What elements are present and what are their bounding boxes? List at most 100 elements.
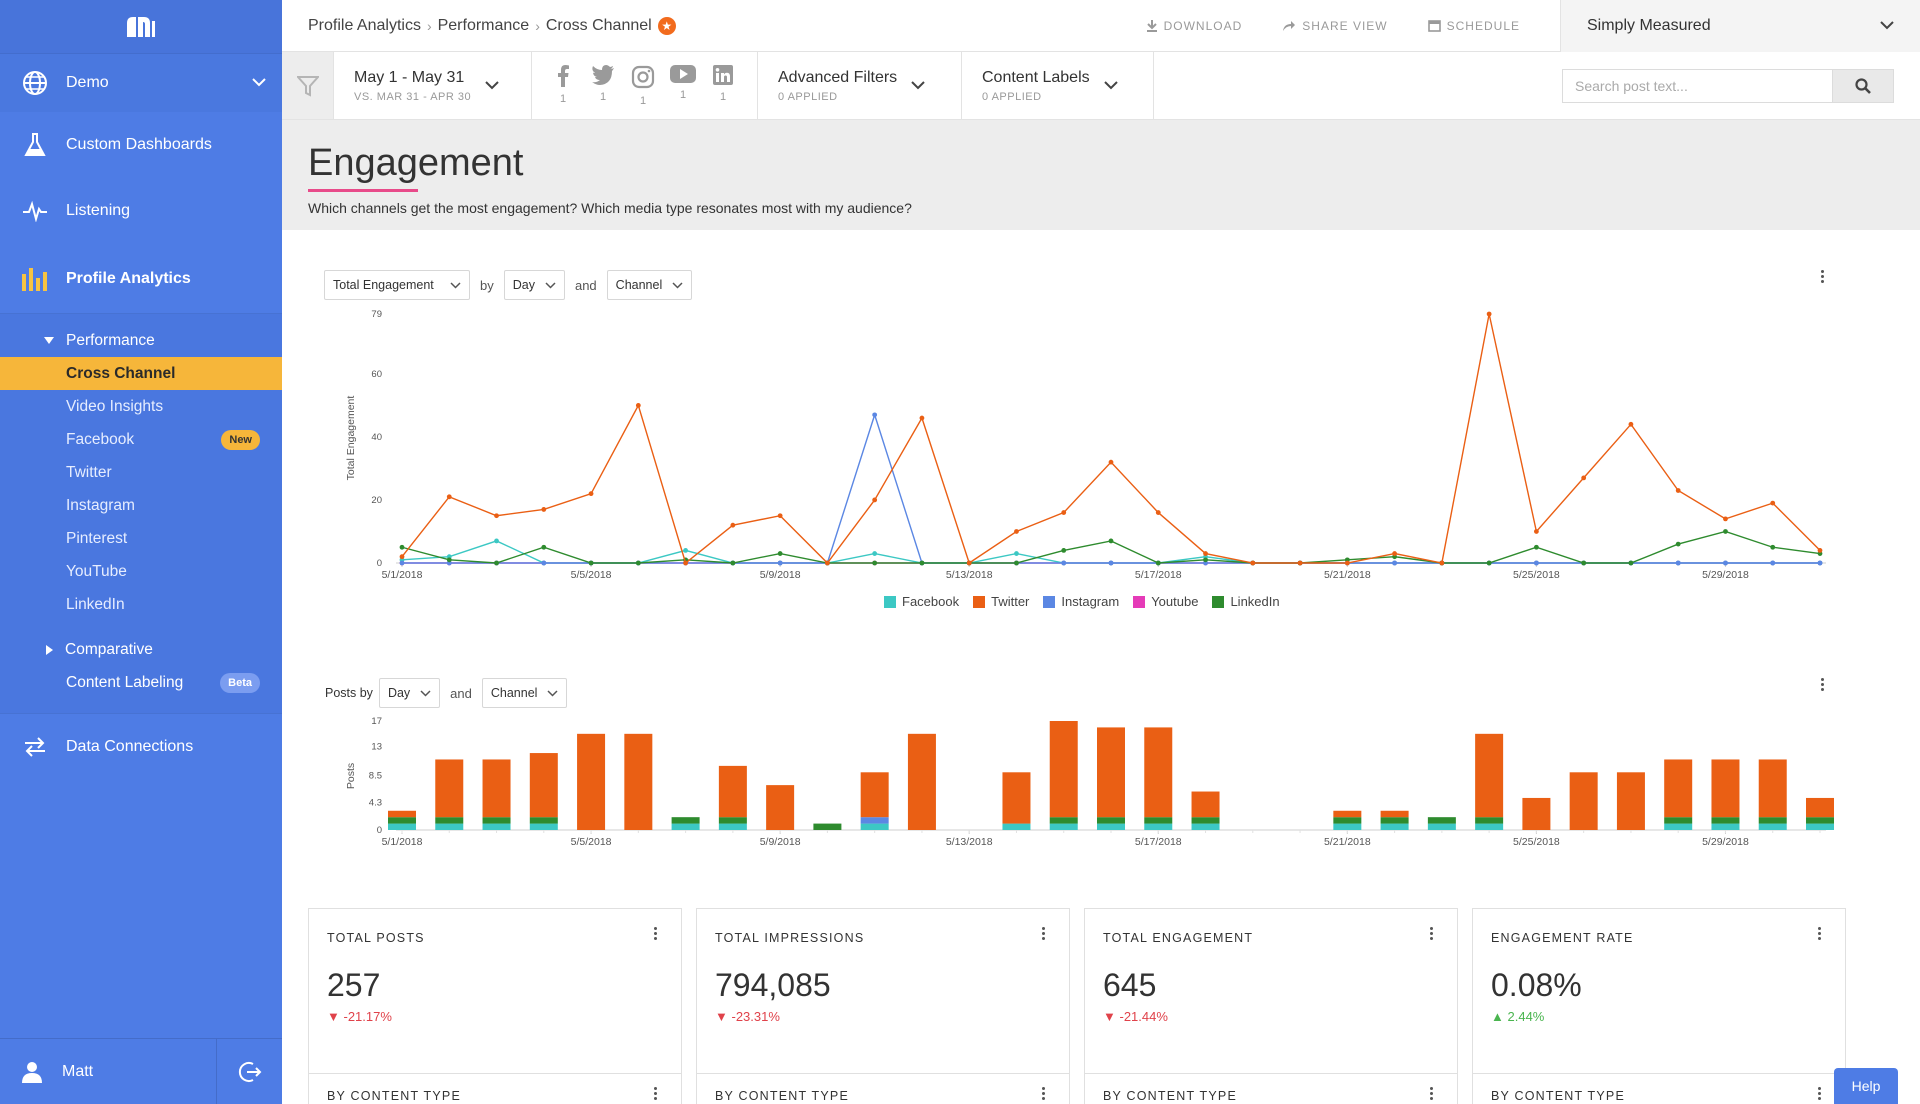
sidebar-item-pinterest[interactable]: Pinterest <box>0 522 282 555</box>
breadcrumb-item[interactable]: Profile Analytics <box>308 16 421 34</box>
performance-label: Performance <box>66 331 155 349</box>
legend-twitter[interactable]: Twitter <box>973 594 1029 609</box>
breadcrumb-item: Cross Channel <box>545 16 652 34</box>
card-menu[interactable] <box>1035 925 1051 941</box>
nav-profile-analytics[interactable]: Profile Analytics <box>0 244 282 314</box>
share-view-button[interactable]: SHARE VIEW <box>1282 19 1387 33</box>
divider <box>1085 1073 1457 1074</box>
data-point-linkedin <box>1203 557 1208 563</box>
data-point-twitter <box>825 560 830 566</box>
search-button[interactable] <box>1832 68 1894 103</box>
date-range-picker[interactable]: May 1 - May 31 VS. MAR 31 - APR 30 <box>334 52 532 119</box>
caret-right-icon <box>46 644 53 655</box>
user-menu[interactable]: Matt <box>0 1038 282 1104</box>
page-title: Engagement <box>308 142 524 184</box>
bar-linkedin <box>529 817 558 824</box>
metric-value: 645 <box>1103 967 1157 1003</box>
advanced-filters-dropdown[interactable]: Advanced Filters 0 APPLIED <box>758 52 962 119</box>
schedule-button[interactable]: SCHEDULE <box>1427 18 1520 33</box>
linkedin-filter[interactable]: 1 <box>712 64 734 107</box>
flask-icon <box>20 130 50 160</box>
engagement-chart-menu[interactable] <box>1814 268 1830 284</box>
help-button[interactable]: Help <box>1834 1068 1898 1104</box>
legend-instagram[interactable]: Instagram <box>1043 594 1119 609</box>
profile-analytics-submenu: Performance Cross Channel Video Insights… <box>0 314 282 713</box>
app-logo[interactable] <box>0 0 282 54</box>
card-menu[interactable] <box>1811 925 1827 941</box>
sidebar-item-cross-channel[interactable]: Cross Channel <box>0 357 282 390</box>
metric-value: Total Engagement <box>333 278 434 292</box>
data-point-twitter <box>1108 459 1114 465</box>
search-icon <box>1855 77 1871 94</box>
card-section-menu[interactable] <box>1035 1085 1051 1101</box>
organization-selector[interactable]: Simply Measured <box>1560 0 1920 52</box>
chevron-down-icon <box>485 77 499 95</box>
favorite-star-icon[interactable]: ★ <box>657 16 676 35</box>
data-point-twitter <box>1392 551 1397 556</box>
nav-data-connections[interactable]: Data Connections <box>0 713 282 779</box>
metric-dropdown[interactable]: Total Engagement <box>324 270 470 300</box>
bar-facebook <box>1191 823 1220 830</box>
x-tick-label: 5/1/2018 <box>382 569 423 581</box>
content-labels-dropdown[interactable]: Content Labels 0 APPLIED <box>962 52 1154 119</box>
nav-label: Custom Dashboards <box>66 136 212 153</box>
bar-facebook <box>1333 823 1362 830</box>
posts-bar-chart: 0 4.3 8.5 13 17 5/1/2018 5/5/2018 5/9/2018 5/13/… <box>345 716 1834 848</box>
twitter-filter[interactable]: 1 <box>592 64 614 107</box>
data-point-instagram <box>1534 560 1539 566</box>
sidebar-item-video-insights[interactable]: Video Insights <box>0 390 282 423</box>
bar-linkedin <box>1380 817 1409 824</box>
x-tick-label: 5/25/2018 <box>1513 569 1560 581</box>
facebook-filter[interactable]: 1 <box>552 64 574 107</box>
nav-listening[interactable]: Listening <box>0 178 282 244</box>
card-subheading: BY CONTENT TYPE <box>1103 1089 1238 1103</box>
nav-custom-dashboards[interactable]: Custom Dashboards <box>0 112 282 178</box>
youtube-filter[interactable]: 1 <box>670 64 696 107</box>
sidebar-item-instagram[interactable]: Instagram <box>0 489 282 522</box>
data-point-instagram <box>1392 560 1397 566</box>
sidebar-item-youtube[interactable]: YouTube <box>0 555 282 588</box>
bar-facebook <box>1758 823 1787 830</box>
posts-panel: Posts by Day and Channel 0 4.3 8.5 13 17 5/1/… <box>282 660 1920 860</box>
download-button[interactable]: DOWNLOAD <box>1146 19 1243 33</box>
card-section-menu[interactable] <box>1423 1085 1439 1101</box>
breadcrumb-item[interactable]: Performance <box>437 16 530 34</box>
sidebar-item-facebook[interactable]: Facebook New <box>0 423 282 456</box>
posts-interval-dropdown[interactable]: Day <box>378 678 441 708</box>
x-tick-label: 5/9/2018 <box>760 836 801 848</box>
filter-toggle[interactable] <box>282 52 334 119</box>
data-point-linkedin <box>541 544 547 550</box>
sidebar-item-twitter[interactable]: Twitter <box>0 456 282 489</box>
data-point-twitter <box>1628 421 1634 427</box>
data-point-linkedin <box>1723 529 1728 534</box>
comparative-toggle[interactable]: Comparative <box>0 633 282 666</box>
bar-twitter <box>1616 772 1645 830</box>
logout-button[interactable] <box>216 1039 282 1104</box>
performance-toggle[interactable]: Performance <box>0 324 282 357</box>
legend-youtube[interactable]: Youtube <box>1133 594 1198 609</box>
data-point-linkedin <box>1108 538 1114 544</box>
x-tick-label: 5/13/2018 <box>946 569 993 581</box>
posts-group-dropdown[interactable]: Channel <box>481 678 568 708</box>
sidebar-item-content-labeling[interactable]: Content Labeling Beta <box>0 666 282 699</box>
legend-linkedin[interactable]: LinkedIn <box>1212 594 1280 609</box>
and-label: and <box>574 277 597 293</box>
bar-twitter <box>1097 727 1125 818</box>
legend-facebook[interactable]: Facebook <box>884 594 959 609</box>
sidebar-item-linkedin[interactable]: LinkedIn <box>0 588 282 621</box>
card-section-menu[interactable] <box>1811 1085 1827 1101</box>
chevron-down-icon <box>672 278 683 292</box>
card-menu[interactable] <box>1423 925 1439 941</box>
card-menu[interactable] <box>647 925 663 941</box>
schedule-label: SCHEDULE <box>1446 18 1520 33</box>
interval-dropdown[interactable]: Day <box>503 270 565 300</box>
workspace-selector[interactable]: Demo <box>0 54 282 112</box>
group-dropdown[interactable]: Channel <box>606 270 693 300</box>
posts-chart-menu[interactable] <box>1814 676 1830 692</box>
search-input[interactable]: Search post text... <box>1562 68 1832 103</box>
x-tick-label: 5/5/2018 <box>571 569 612 581</box>
instagram-filter[interactable]: 1 <box>631 65 655 107</box>
link-label: Cross Channel <box>66 364 176 382</box>
card-section-menu[interactable] <box>647 1085 663 1101</box>
sidebar: Demo Custom Dashboards Listening Profile… <box>0 0 282 1104</box>
